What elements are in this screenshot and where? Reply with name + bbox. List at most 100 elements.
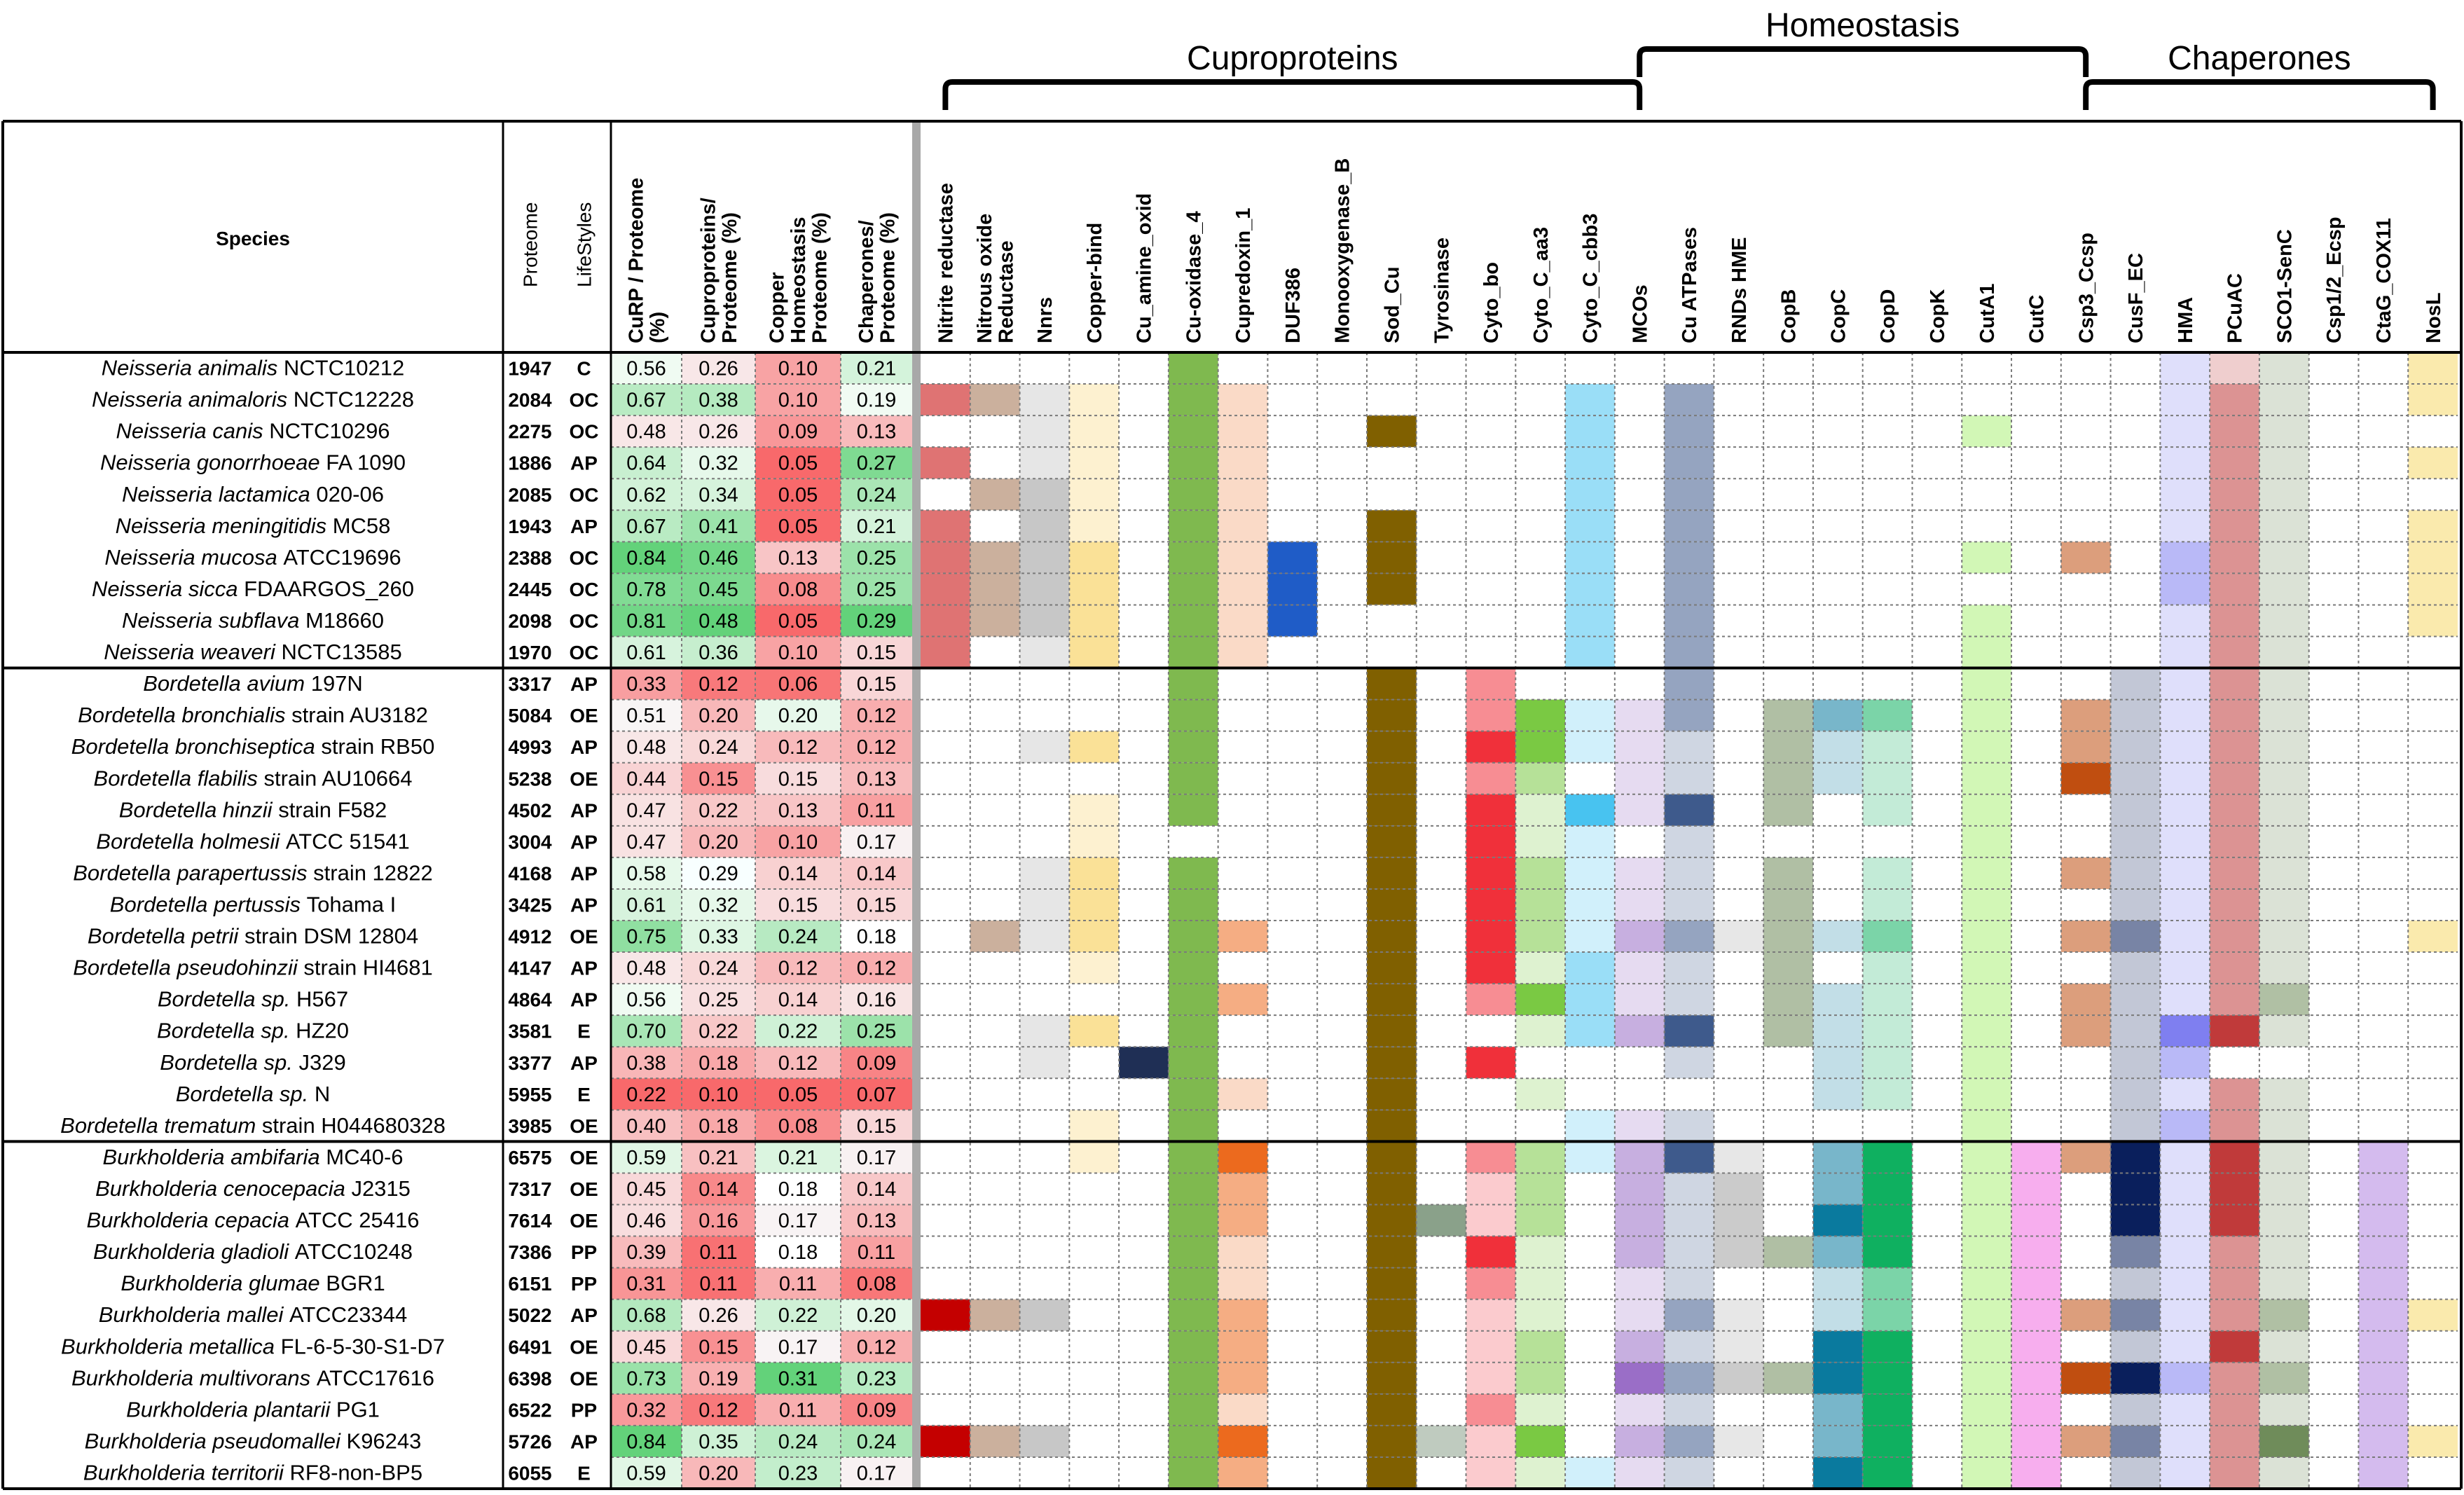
feature-cell-copd — [1862, 1330, 1913, 1363]
feature-cell-cyto-c-cbb3 — [1565, 1015, 1615, 1047]
feature-cell-cyto-c-aa3 — [1515, 1425, 1566, 1457]
feature-header-copk: CopK — [1927, 289, 1949, 343]
feature-cell-sod-cu — [1366, 1425, 1417, 1457]
feature-cell-cu-atpases — [1664, 794, 1714, 826]
lifestyle-value: OE — [570, 1336, 598, 1358]
proteome-header: Proteome — [519, 202, 541, 287]
pct-cell — [611, 888, 682, 921]
pct-cell — [755, 478, 841, 511]
species-strain: J2315 — [351, 1176, 410, 1201]
species-binomial: Bordetella bronchialis — [78, 703, 291, 727]
feature-cell-tyrosinase — [1416, 1204, 1466, 1236]
feature-cell-pcuac — [2210, 825, 2259, 857]
pct-cell — [611, 762, 682, 794]
pct-cell — [611, 921, 682, 953]
feature-cell-hma — [2160, 605, 2210, 637]
pct-cell — [841, 1110, 912, 1142]
species-strain: 197N — [311, 671, 363, 696]
feature-cell-cu-atpases — [1664, 762, 1714, 794]
pct-value: 0.22 — [778, 1021, 818, 1043]
feature-cell-sod-cu — [1366, 1110, 1417, 1142]
pct-cell — [611, 857, 682, 889]
pct-cell — [755, 1078, 841, 1110]
species-name: Neisseria animalis NCTC10212 — [102, 356, 404, 380]
pct-cell — [841, 1393, 912, 1426]
species-strain: Tohama I — [307, 892, 397, 916]
pct-cell — [841, 636, 912, 668]
pct-value: 0.12 — [778, 736, 818, 759]
feature-cell-cyto-c-cbb3 — [1565, 888, 1615, 921]
pct-value: 0.11 — [858, 799, 895, 822]
lifestyle-value: OE — [570, 1178, 598, 1200]
feature-cell-cuta1 — [1962, 415, 2012, 448]
species-name: Bordetella sp. N — [176, 1082, 331, 1106]
feature-header-rnds-hme: RNDs HME — [1728, 237, 1751, 343]
feature-header-copb-line: CopB — [1778, 289, 1801, 343]
species-name: Neisseria gonorrhoeae FA 1090 — [100, 450, 406, 475]
pct-value: 0.13 — [778, 799, 818, 822]
pct-value: 0.11 — [858, 1241, 895, 1264]
feature-cell-copc — [1812, 1425, 1863, 1457]
feature-cell-sod-cu — [1366, 1362, 1417, 1394]
species-strain: J329 — [298, 1050, 345, 1075]
feature-cell-copc — [1812, 699, 1863, 731]
feature-cell-cyto-bo — [1466, 1204, 1516, 1236]
pct-cell — [841, 1425, 912, 1457]
lifestyle-value: AP — [570, 736, 598, 758]
feature-cell-pcuac — [2210, 1393, 2259, 1426]
feature-cell-cutc — [2011, 1236, 2061, 1268]
feature-cell-sco1-senc — [2259, 384, 2309, 416]
feature-cell-cyto-bo — [1466, 794, 1516, 826]
pct-value: 0.05 — [778, 1084, 818, 1106]
feature-cell-mcos — [1614, 1456, 1665, 1489]
feature-cell-cu-oxidase-4 — [1168, 1393, 1218, 1426]
feature-cell-pcuac — [2210, 384, 2259, 416]
species-strain: strain F582 — [278, 797, 387, 822]
pct-cell — [755, 1110, 841, 1142]
feature-cell-hma — [2160, 668, 2210, 700]
pct-cell — [841, 825, 912, 857]
feature-cell-sod-cu — [1366, 921, 1417, 953]
species-name: Bordetella sp. H567 — [158, 987, 348, 1012]
pct-value: 0.08 — [778, 1115, 818, 1138]
feature-cell-cuta1 — [1962, 1330, 2012, 1363]
pct-value: 0.29 — [698, 862, 738, 885]
pct-value: 0.16 — [857, 989, 896, 1012]
species-name: Neisseria canis NCTC10296 — [116, 419, 390, 443]
feature-cell-nnrs — [1019, 1047, 1070, 1079]
feature-cell-sod-cu — [1366, 1267, 1417, 1300]
feature-cell-nitrous-oxide-reductase — [970, 1299, 1020, 1331]
feature-cell-hma — [2160, 478, 2210, 511]
proteome-value: 6151 — [508, 1273, 551, 1295]
lifestyle-value: OE — [570, 1367, 598, 1389]
feature-cell-copc — [1812, 1047, 1863, 1079]
feature-cell-nitrite-reductase — [921, 573, 970, 605]
feature-cell-pcuac — [2210, 415, 2259, 448]
pct-value: 0.07 — [857, 1084, 896, 1106]
pct-cell — [682, 1267, 755, 1300]
species-name: Bordetella trematum strain H044680328 — [60, 1113, 446, 1138]
feature-header-csp3-ccsp: Csp3_Ccsp — [2075, 233, 2098, 343]
feature-cell-sod-cu — [1366, 1078, 1417, 1110]
pct-value: 0.13 — [857, 768, 896, 790]
pct-value: 0.20 — [698, 705, 738, 727]
feature-cell-nitrous-oxide-reductase — [970, 573, 1020, 605]
feature-cell-rnds-hme — [1714, 1141, 1764, 1173]
feature-cell-cutc — [2011, 1393, 2061, 1426]
feature-cell-sod-cu — [1366, 1393, 1417, 1426]
species-binomial: Neisseria mucosa — [104, 545, 283, 570]
feature-cell-cusf-ec — [2110, 731, 2161, 763]
feature-cell-pcuac — [2210, 605, 2259, 637]
feature-cell-cu-atpases — [1664, 731, 1714, 763]
pct-value: 0.73 — [626, 1367, 666, 1390]
lifestyle-value: AP — [570, 989, 598, 1011]
feature-header-copd-line: CopD — [1877, 289, 1899, 343]
pct-cell — [755, 668, 841, 700]
feature-cell-hma — [2160, 1047, 2210, 1079]
feature-cell-nitrous-oxide-reductase — [970, 384, 1020, 416]
feature-cell-cu-atpases — [1664, 384, 1714, 416]
pct-cell — [755, 1425, 841, 1457]
feature-cell-nnrs — [1019, 447, 1070, 479]
feature-cell-cyto-c-aa3 — [1515, 984, 1566, 1016]
pct-cell — [682, 921, 755, 953]
